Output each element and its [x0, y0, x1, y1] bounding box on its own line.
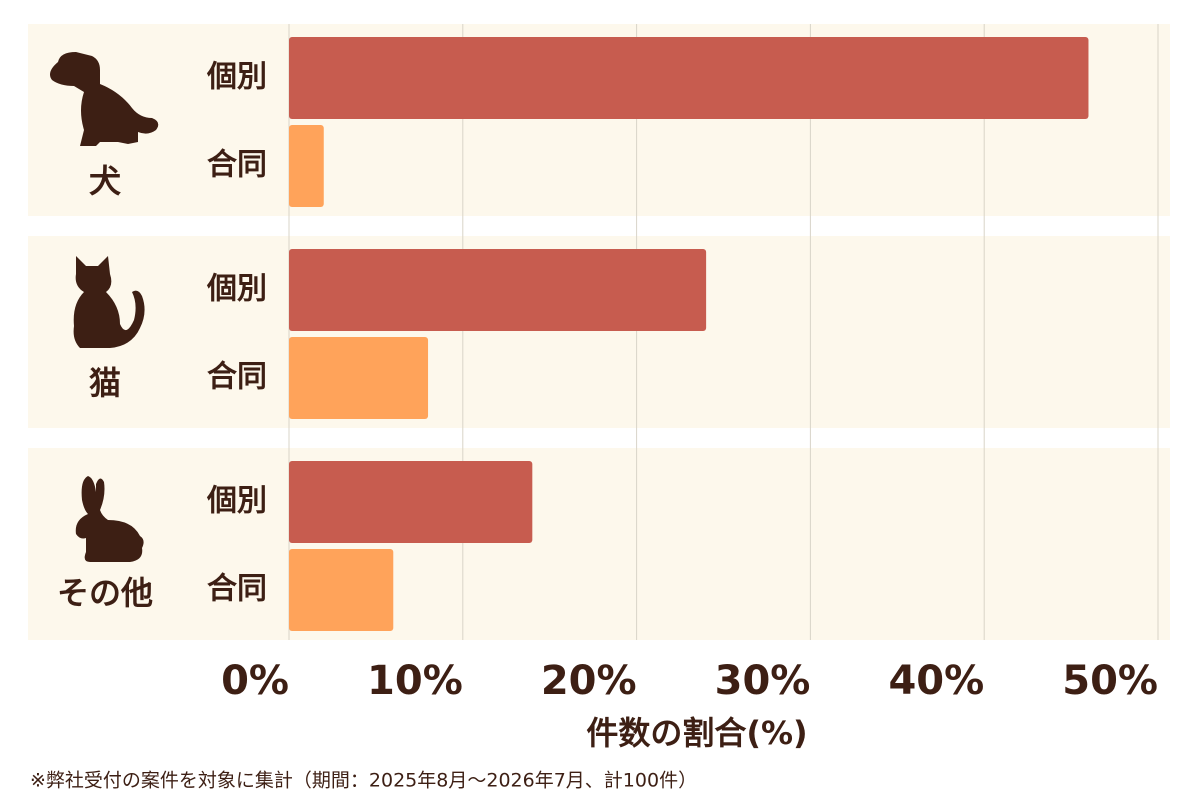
- group-label: 犬: [89, 162, 121, 200]
- x-tick-label: 30%: [715, 658, 811, 704]
- group-panel: [28, 448, 1170, 640]
- series-label: 合同: [207, 572, 267, 607]
- bar: [289, 249, 707, 331]
- bar: [289, 125, 324, 207]
- bar: [289, 549, 394, 631]
- series-label: 個別: [206, 484, 267, 519]
- bar: [289, 337, 429, 419]
- x-tick-label: 0%: [221, 658, 289, 704]
- rabbit-icon: [75, 476, 144, 562]
- x-tick-label: 10%: [367, 658, 463, 704]
- footnote: ※弊社受付の案件を対象に集計（期間：2025年8月～2026年7月、計100件）: [30, 770, 697, 792]
- icons: [50, 52, 159, 562]
- series-label: 個別: [206, 272, 267, 307]
- x-axis-title: 件数の割合(%): [586, 714, 807, 752]
- series-label: 合同: [207, 360, 267, 395]
- cat-icon: [73, 256, 145, 348]
- bar: [289, 37, 1089, 119]
- x-tick-label: 20%: [541, 658, 637, 704]
- x-tick-label: 40%: [888, 658, 984, 704]
- x-tick-label: 50%: [1062, 658, 1158, 704]
- dog-icon: [50, 52, 159, 146]
- group-label: その他: [57, 574, 153, 612]
- bar: [289, 461, 533, 543]
- series-label: 合同: [207, 148, 267, 183]
- series-label: 個別: [206, 60, 267, 95]
- group-label: 猫: [89, 364, 121, 402]
